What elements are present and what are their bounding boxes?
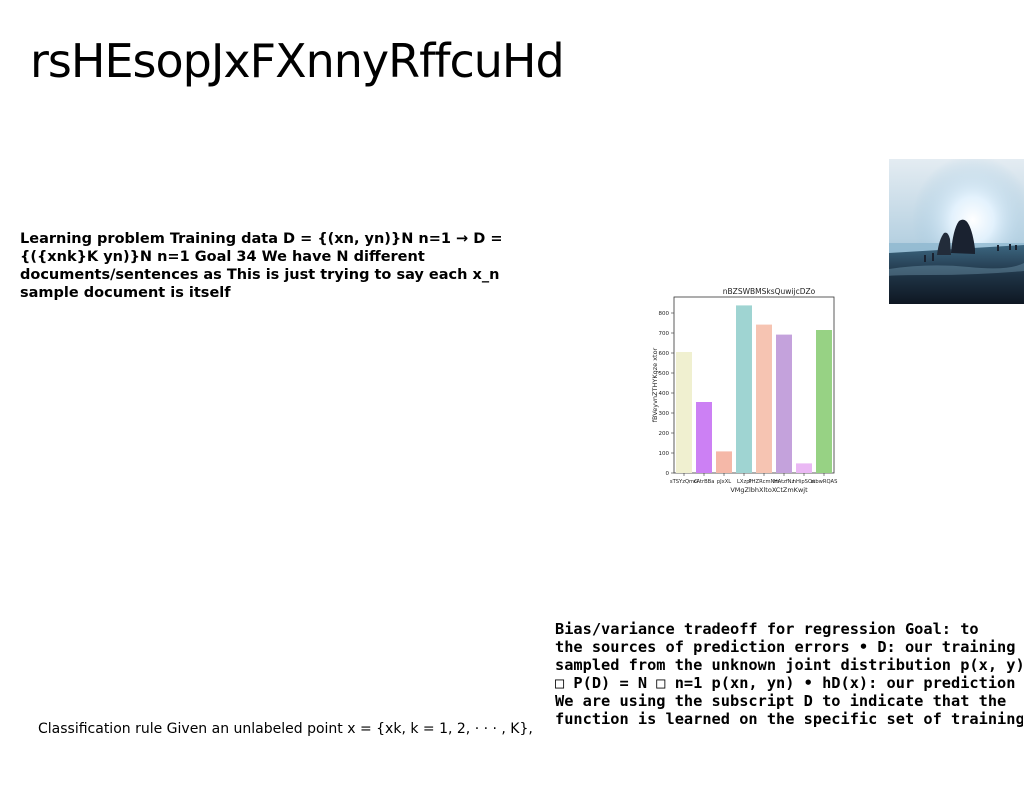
y-tick-label: 600 [659,351,670,357]
bar-hHipSOa [796,463,812,473]
bar-LXzpl [736,305,752,473]
bar-cAtrBBa [696,402,712,473]
chart-title: nBZSWBMSksQuwijcDZo [723,287,816,296]
y-tick-label: 300 [659,411,670,417]
bias-variance-line: Bias/variance tradeoff for regression Go… [555,620,979,638]
plot-frame [673,296,835,474]
bias-variance-line: sampled from the unknown joint distribut… [555,656,1023,674]
bias-variance-text: Bias/variance tradeoff for regression Go… [555,620,1023,728]
slide-title: rsHEsopJxFXnnyRffcuHd [30,34,565,88]
y-tick-label: 800 [659,311,670,317]
x-tick-label: cAtrBBa [694,479,715,485]
bias-variance-line: the sources of prediction errors • D: ou… [555,638,1016,656]
bar-HAtzfNz [776,334,792,473]
bar-sTSYzQmG [676,352,692,473]
y-tick-label: 700 [659,331,670,337]
x-tick-label: HAtzfNz [774,479,795,485]
beach-photo-image [889,159,1024,304]
classification-rule-text: Classification rule Given an unlabeled p… [38,721,533,737]
beach-photo [889,159,1024,304]
x-tick-label: hHipSOa [793,479,815,485]
bar-pJxXL [716,451,732,473]
bar-PHZRcmNm [756,324,772,473]
x-tick-label: PHZRcmNm [748,479,779,485]
x-axis-label: VMgZlbhXltoXCtZmKwjt [730,486,808,494]
y-axis-label: fBVeyvnZTHYKgze xtor [651,347,659,422]
x-tick-label: pJxXL [717,479,731,485]
y-tick-label: 100 [659,451,670,457]
learning-problem-text: Learning problem Training data D = {(xn,… [20,231,503,301]
bias-variance-line: □ P(D) = N □ n=1 p(xn, yn) • hD(x): our … [555,674,1016,692]
y-tick-label: 200 [659,431,670,437]
bars [676,305,832,473]
y-axis: 0 100 200 300 400 500 600 700 800 [659,311,674,477]
bar-chart: nBZSWBMSksQuwijcDZo 0 100 200 300 400 500 600 7… [651,287,838,494]
x-tick-label: ztbwRQAS [811,479,838,485]
y-tick-label: 0 [666,471,670,477]
bar-ztbwRQAS [816,330,832,473]
x-tick-label: LXzpl [737,479,751,485]
y-tick-label: 400 [659,391,670,397]
bias-variance-line: We are using the subscript D to indicate… [555,692,1007,710]
x-tick-label: sTSYzQmG [670,479,698,485]
y-tick-label: 500 [659,371,670,377]
bias-variance-line: function is learned on the specific set … [555,710,1023,728]
